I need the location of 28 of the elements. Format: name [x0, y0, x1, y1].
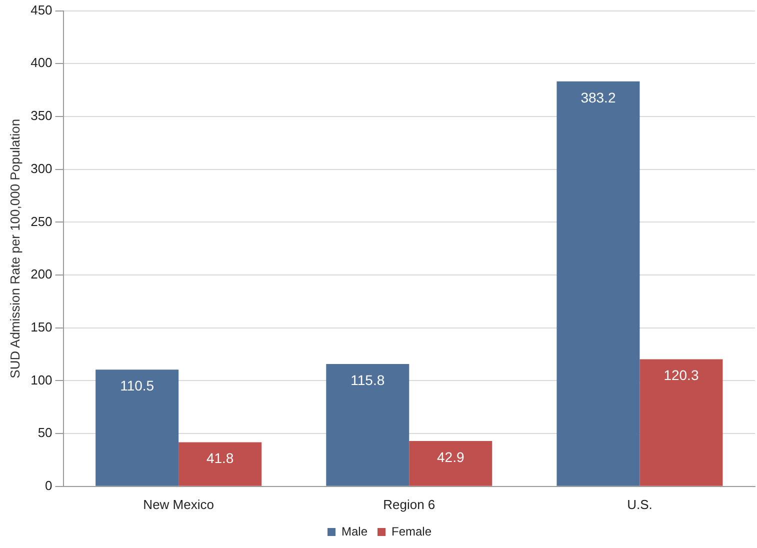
y-tick-label: 400 — [30, 55, 52, 70]
data-label: 42.9 — [437, 448, 464, 465]
y-tick-label: 200 — [30, 266, 52, 282]
bar — [556, 81, 640, 486]
y-tick-label: 50 — [38, 425, 52, 440]
y-tick-label: 300 — [30, 160, 52, 176]
bar — [326, 364, 410, 486]
y-tick-label: 0 — [45, 478, 52, 493]
bar — [96, 370, 179, 486]
y-tick-label: 450 — [30, 2, 52, 18]
y-axis-title: SUD Admission Rate per 100,000 Population — [7, 118, 22, 378]
bar — [409, 441, 492, 486]
data-label: 110.5 — [120, 377, 154, 394]
bar — [640, 359, 723, 486]
data-label: 120.3 — [664, 367, 699, 384]
y-tick-label: 350 — [30, 108, 52, 124]
data-label: 383.2 — [580, 89, 616, 106]
y-tick-label: 100 — [30, 372, 52, 388]
data-label: 41.8 — [206, 450, 234, 466]
y-tick-label: 150 — [30, 319, 52, 334]
x-tick-label: Region 6 — [383, 496, 436, 512]
data-label: 115.8 — [350, 372, 385, 388]
bar — [178, 442, 262, 486]
legend-label: Male — [341, 524, 368, 538]
x-tick-label: U.S. — [627, 496, 652, 512]
y-tick-label: 250 — [30, 214, 52, 229]
x-tick-label: New Mexico — [143, 496, 214, 512]
legend-label: Female — [392, 524, 432, 538]
